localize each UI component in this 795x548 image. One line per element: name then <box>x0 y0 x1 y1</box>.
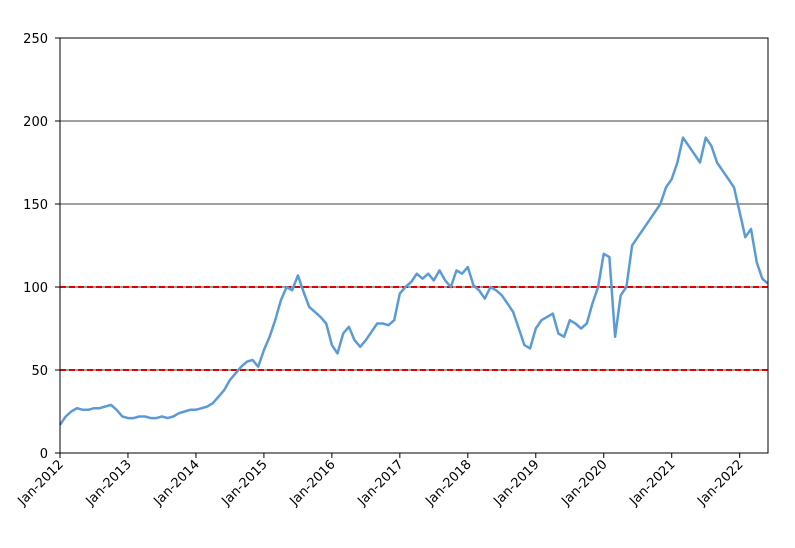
y-tick-label: 50 <box>31 364 48 379</box>
price-line <box>58 136 769 426</box>
plot-frame <box>59 37 769 454</box>
x-tick-label: Jan-2018 <box>422 457 474 509</box>
x-tick-label: Jan-2020 <box>558 457 610 509</box>
x-tick-label: Jan-2022 <box>694 457 746 509</box>
y-tick-label: 100 <box>23 281 48 296</box>
y-tick-label: 200 <box>23 115 48 130</box>
x-tick-label: Jan-2014 <box>151 457 203 509</box>
x-tick-label: Jan-2021 <box>626 457 678 509</box>
x-tick-label: Jan-2016 <box>286 457 338 509</box>
x-tick-label: Jan-2015 <box>219 457 271 509</box>
x-tick-label: Jan-2012 <box>15 457 67 509</box>
x-tick-label: Jan-2019 <box>490 457 542 509</box>
y-tick-label: 250 <box>23 32 48 47</box>
y-tick-label: 0 <box>40 447 48 462</box>
x-tick-label: Jan-2017 <box>354 457 406 509</box>
y-tick-label: 150 <box>23 198 48 213</box>
x-tick-label: Jan-2013 <box>83 457 135 509</box>
